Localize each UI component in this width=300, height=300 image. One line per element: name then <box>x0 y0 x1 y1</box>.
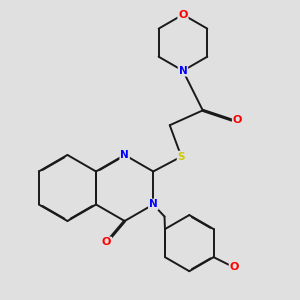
Text: N: N <box>149 200 158 209</box>
Text: O: O <box>102 238 111 248</box>
Text: N: N <box>178 66 187 76</box>
Text: S: S <box>178 152 185 162</box>
Text: N: N <box>120 150 129 160</box>
Text: O: O <box>230 262 239 272</box>
Text: O: O <box>178 10 188 20</box>
Text: O: O <box>233 115 242 125</box>
